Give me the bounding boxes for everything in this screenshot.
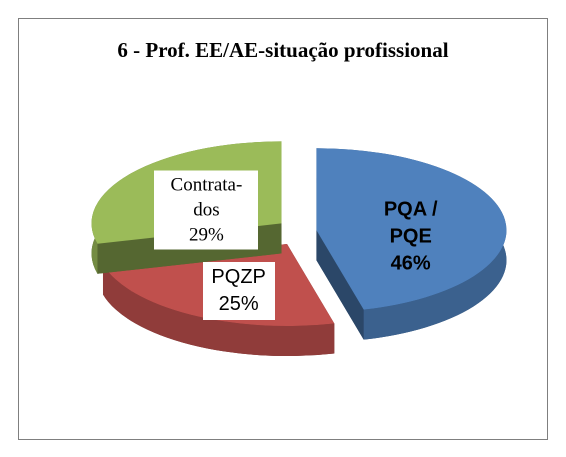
- slice-category: Contrata-dos: [170, 174, 243, 221]
- slice-label: Contrata-dos 29%: [154, 170, 259, 250]
- slice-category: PQA / PQE: [383, 198, 438, 248]
- chart-frame: [18, 18, 548, 440]
- slice-label: PQZP 25%: [202, 262, 275, 321]
- slice-label: PQA / PQE 46%: [367, 195, 455, 280]
- chart-title: 6 - Prof. EE/AE-situação profissional: [117, 38, 449, 62]
- slice-side: [316, 230, 364, 340]
- pie-slice: [316, 148, 507, 310]
- slice-category: PQZP: [211, 266, 266, 289]
- slice-wall: [102, 264, 335, 357]
- slice-value-label: 46%: [390, 252, 431, 275]
- slice-value-label: 25%: [218, 293, 259, 316]
- slice-value-label: 29%: [189, 224, 224, 246]
